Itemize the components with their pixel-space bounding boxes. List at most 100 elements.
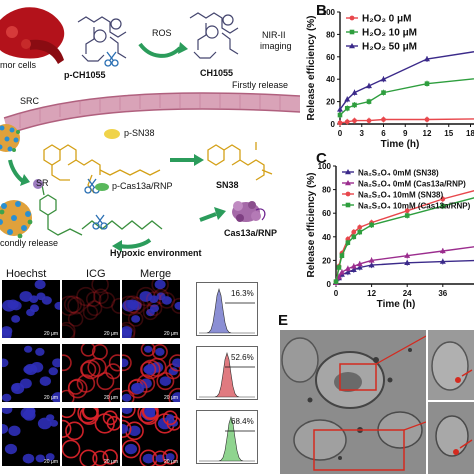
microscopy-tile: 20 μm [2, 344, 60, 402]
x-tick-label: 9 [403, 129, 408, 138]
microscopy-tile: 20 μm [122, 280, 180, 338]
y-axis-label: Release efficiency (%) [306, 172, 317, 277]
scale-bar-label: 20 μm [164, 395, 178, 401]
hoechst-header: Hoechst [6, 268, 47, 280]
chart-panel-b: 0 20 40 60 80 100 0 3 6 9 12 15 18 Time (h) Release ef… [306, 8, 474, 150]
y-tick-label: 0 [327, 280, 332, 289]
x-tick-label: 6 [381, 129, 386, 138]
data-point [345, 236, 351, 242]
em-main-image [280, 330, 426, 474]
data-point [344, 269, 351, 275]
data-point [380, 76, 387, 82]
scale-bar-label: 20 μm [44, 395, 58, 401]
data-point [350, 266, 357, 273]
chart-panel-c: 0 20 40 60 80 100 0 12 24 36 Time (h) Release effic… [306, 162, 474, 310]
flow-histogram: 68.4% [196, 410, 258, 464]
panel-letter-c: C [316, 150, 327, 167]
microscopy-tile: 20 μm [122, 408, 180, 466]
schematic-panel: mor cells SRC SR p-CH1055 CH1055 ROS NIR… [0, 0, 301, 262]
legend-label: Na₂S₂O₄ 10mM (Cas13a/RNP) [358, 202, 471, 211]
first-release-label: Firstly release [232, 80, 289, 90]
data-point [351, 89, 358, 95]
merge-header: Merge [140, 268, 172, 280]
data-point [366, 118, 372, 124]
data-point [351, 229, 357, 235]
data-point [344, 119, 350, 125]
data-point [350, 263, 357, 269]
em-main-texture [280, 330, 426, 474]
data-point [439, 258, 446, 264]
flow-percentage: 16.3% [231, 289, 254, 298]
ros-label: ROS [152, 28, 172, 38]
scale-bar-label: 20 μm [104, 459, 118, 465]
data-point [404, 259, 411, 265]
tumor-cells-label: mor cells [0, 60, 37, 70]
legend-label: Na₂S₂O₄ 0mM (SN38) [358, 169, 439, 178]
em-zoom-bottom-texture [428, 402, 474, 474]
legend-label: H₂O₂ 50 μM [362, 42, 417, 53]
second-release-label: condly release [0, 238, 59, 248]
flow-histogram: 16.3% [196, 282, 258, 336]
data-point [368, 262, 375, 268]
y-tick-label: 20 [326, 98, 335, 107]
microscopy-tile: 20 μm [2, 408, 60, 466]
legend-label: Na₂S₂O₄ 0mM (Cas13a/RNP) [358, 180, 466, 189]
legend-label: H₂O₂ 0 μM [362, 14, 411, 25]
data-point [366, 82, 372, 89]
x-tick-label: 3 [360, 129, 365, 138]
legend-marker [345, 169, 351, 175]
x-tick-label: 0 [334, 289, 339, 298]
data-point [368, 257, 375, 263]
scale-bar-label: 20 μm [164, 331, 178, 337]
data-point [356, 260, 363, 267]
y-axis-label: Release efficiency (%) [306, 15, 317, 120]
data-point [337, 120, 343, 126]
x-tick-label: 12 [367, 289, 376, 298]
data-point [338, 269, 345, 275]
panel-letter-b: B [316, 2, 327, 19]
cas13a-label: Cas13a/RNP [224, 228, 278, 238]
scale-bar-label: 20 μm [164, 459, 178, 465]
em-zoom-top [428, 330, 474, 400]
data-point [344, 106, 350, 111]
scale-bar-label: 20 μm [104, 395, 118, 401]
legend-marker [349, 29, 355, 35]
data-point [336, 265, 342, 270]
data-point [351, 234, 357, 240]
microscopy-tile: 20 μm [2, 280, 60, 338]
data-point [404, 208, 410, 214]
data-point [424, 117, 430, 122]
microscopy-tile: 20 μm [62, 280, 120, 338]
y-tick-label: 60 [322, 209, 331, 218]
sn38-label: SN38 [216, 180, 239, 190]
data-point [404, 213, 410, 218]
data-point [344, 265, 351, 271]
flow-percentage: 68.4% [231, 417, 254, 426]
x-tick-label: 15 [444, 129, 453, 138]
legend-label: Na₂S₂O₄ 10mM (SN38) [358, 191, 444, 200]
data-point [352, 102, 357, 108]
x-axis-label: Time (h) [377, 299, 416, 310]
series-line [339, 78, 474, 116]
scale-bar-label: 20 μm [44, 459, 58, 465]
x-tick-label: 12 [423, 129, 432, 138]
panel-letter-e: E [278, 312, 289, 329]
legend-label: H₂O₂ 10 μM [362, 28, 417, 39]
x-axis-label: Time (h) [381, 139, 420, 150]
data-point [356, 264, 363, 270]
y-tick-label: 40 [322, 233, 331, 242]
microscopy-tile: 20 μm [122, 344, 180, 402]
sr-label: SR [36, 178, 49, 188]
data-point [344, 96, 351, 102]
data-point [345, 240, 351, 245]
x-tick-label: 36 [438, 289, 447, 298]
data-point [337, 112, 343, 118]
data-point [337, 106, 343, 112]
x-tick-label: 24 [403, 289, 412, 298]
flow-histogram: 52.6% [196, 346, 258, 400]
scale-bar-label: 20 μm [44, 331, 58, 337]
data-point [440, 203, 446, 209]
imaging-label: imaging [260, 41, 292, 51]
x-tick-label: 0 [338, 129, 343, 138]
data-point [424, 81, 430, 86]
